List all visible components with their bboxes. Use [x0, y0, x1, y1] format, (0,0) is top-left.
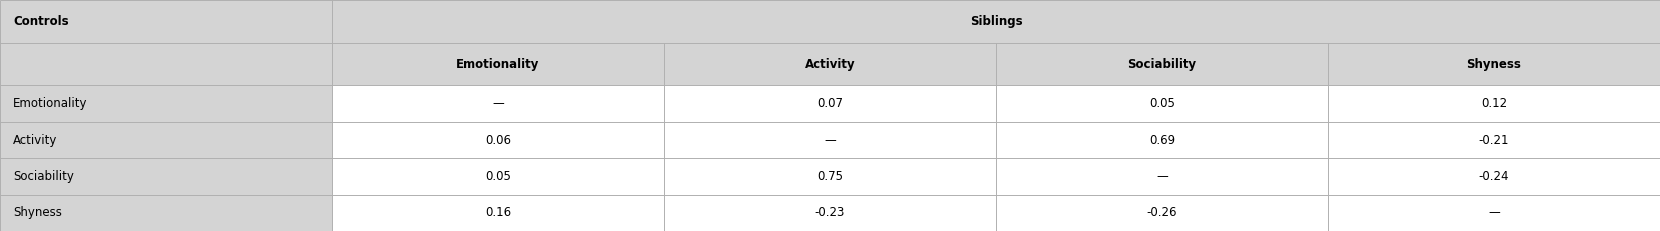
Text: Controls: Controls — [13, 15, 70, 28]
Text: —: — — [491, 97, 505, 110]
Bar — [0, 195, 332, 231]
Bar — [996, 85, 1328, 122]
Bar — [332, 158, 664, 195]
Text: Shyness: Shyness — [13, 206, 61, 219]
Text: —: — — [1487, 206, 1501, 219]
Text: 0.05: 0.05 — [485, 170, 511, 183]
Bar — [996, 122, 1328, 158]
Text: -0.24: -0.24 — [1479, 170, 1509, 183]
Bar — [332, 0, 1660, 43]
Text: Sociability: Sociability — [13, 170, 75, 183]
Text: Shyness: Shyness — [1466, 58, 1522, 71]
Text: Sociability: Sociability — [1127, 58, 1197, 71]
Text: Siblings: Siblings — [969, 15, 1023, 28]
Bar — [664, 43, 996, 85]
Text: 0.16: 0.16 — [485, 206, 511, 219]
Bar — [0, 158, 332, 195]
Text: —: — — [1155, 170, 1169, 183]
Bar — [332, 85, 664, 122]
Bar — [996, 195, 1328, 231]
Bar — [0, 43, 332, 85]
Text: 0.12: 0.12 — [1481, 97, 1507, 110]
Bar — [1328, 43, 1660, 85]
Text: Activity: Activity — [13, 134, 58, 146]
Bar — [664, 122, 996, 158]
Bar — [332, 195, 664, 231]
Text: —: — — [823, 134, 837, 146]
Text: -0.26: -0.26 — [1147, 206, 1177, 219]
Text: Emotionality: Emotionality — [457, 58, 540, 71]
Text: -0.23: -0.23 — [815, 206, 845, 219]
Text: 0.69: 0.69 — [1149, 134, 1175, 146]
Bar — [1328, 158, 1660, 195]
Bar — [1328, 122, 1660, 158]
Bar — [0, 122, 332, 158]
Text: Activity: Activity — [805, 58, 855, 71]
Text: -0.21: -0.21 — [1479, 134, 1509, 146]
Bar — [332, 43, 664, 85]
Text: 0.05: 0.05 — [1149, 97, 1175, 110]
Text: 0.75: 0.75 — [817, 170, 843, 183]
Bar — [996, 43, 1328, 85]
Bar — [0, 0, 332, 43]
Bar — [664, 195, 996, 231]
Bar — [996, 158, 1328, 195]
Bar — [664, 85, 996, 122]
Bar — [1328, 85, 1660, 122]
Bar — [1328, 195, 1660, 231]
Bar — [0, 85, 332, 122]
Text: 0.06: 0.06 — [485, 134, 511, 146]
Bar — [332, 122, 664, 158]
Text: Emotionality: Emotionality — [13, 97, 88, 110]
Bar — [664, 158, 996, 195]
Text: 0.07: 0.07 — [817, 97, 843, 110]
